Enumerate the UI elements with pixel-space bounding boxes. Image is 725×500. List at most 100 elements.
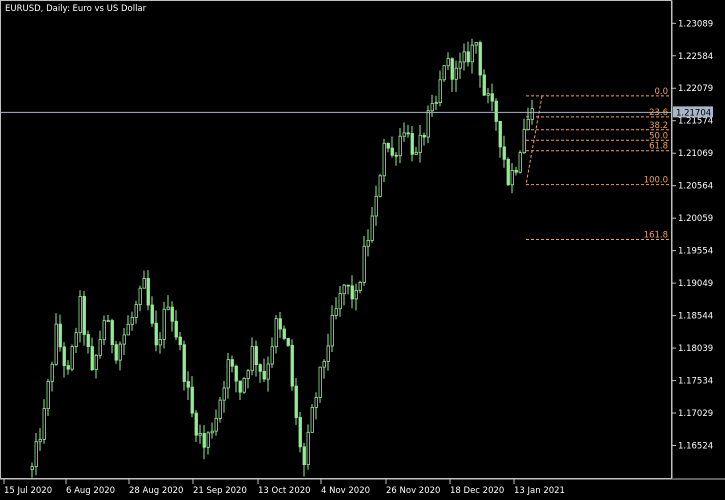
time-axis[interactable]: 15 Jul 2020 6 Aug 2020 28 Aug 2020 21 Sep 2… bbox=[3, 479, 565, 496]
y-tick-label: 1.18039 bbox=[678, 344, 713, 354]
candle-body bbox=[426, 110, 430, 138]
candle-body bbox=[438, 79, 442, 104]
y-tick-label: 1.17534 bbox=[678, 377, 713, 387]
candle-body bbox=[458, 61, 462, 69]
y-tick-label: 1.20059 bbox=[678, 214, 713, 224]
candle-body bbox=[370, 215, 374, 241]
candle-body bbox=[278, 318, 282, 330]
candle-body bbox=[374, 195, 378, 217]
candle-body bbox=[186, 381, 190, 388]
y-tick-label: 1.20564 bbox=[678, 182, 713, 192]
candle-body bbox=[430, 103, 434, 112]
candle-body bbox=[466, 51, 470, 63]
candle-body bbox=[470, 44, 474, 63]
x-tick-label: 28 Aug 2020 bbox=[129, 486, 183, 496]
candle-body bbox=[434, 102, 438, 105]
candle-body bbox=[178, 336, 182, 346]
candle-body bbox=[62, 346, 66, 366]
current-price-label: 1.21704 bbox=[673, 106, 713, 118]
candle-body bbox=[310, 407, 314, 433]
candle-body bbox=[346, 284, 350, 287]
candle-body bbox=[478, 42, 482, 76]
candle-body bbox=[294, 385, 298, 418]
candle-body bbox=[386, 142, 390, 149]
candle-body bbox=[366, 239, 370, 247]
candle-body bbox=[514, 169, 518, 173]
candle-body bbox=[418, 134, 422, 153]
price-axis[interactable]: 1.23089 1.22584 1.22079 1.21574 1.21069 1.205… bbox=[672, 19, 713, 452]
x-tick-label: 13 Jan 2021 bbox=[514, 486, 565, 496]
fibo-level-label: 161.8 bbox=[644, 231, 668, 241]
candle-body bbox=[90, 346, 94, 371]
candle-body bbox=[142, 278, 146, 289]
y-tick-label: 1.21574 bbox=[678, 117, 713, 127]
candle-body bbox=[210, 430, 214, 434]
candle-body bbox=[410, 133, 414, 155]
candle-body bbox=[378, 175, 382, 197]
candle-body bbox=[382, 142, 386, 177]
candle-body bbox=[190, 386, 194, 414]
candle-body bbox=[214, 417, 218, 432]
candle-body bbox=[34, 441, 38, 467]
candle-body bbox=[226, 359, 230, 389]
candle-body bbox=[102, 320, 106, 341]
candle-body bbox=[290, 344, 294, 387]
candle-body bbox=[50, 363, 54, 382]
svg-text:1.21704: 1.21704 bbox=[676, 108, 711, 118]
candle-body bbox=[494, 100, 498, 122]
candle-body bbox=[358, 281, 362, 291]
candle-body bbox=[258, 364, 262, 372]
candle-body bbox=[510, 169, 514, 186]
candle-body bbox=[70, 346, 74, 370]
candle-body bbox=[194, 412, 198, 436]
y-tick-label: 1.16524 bbox=[678, 442, 713, 452]
candle-body bbox=[46, 380, 50, 409]
y-tick-label: 1.22079 bbox=[678, 84, 713, 94]
candle-body bbox=[498, 120, 502, 148]
y-tick-label: 1.22584 bbox=[678, 52, 713, 62]
candle-body bbox=[282, 328, 286, 339]
candle-body bbox=[530, 108, 534, 120]
candle-body bbox=[298, 417, 302, 448]
y-tick-label: 1.21069 bbox=[678, 149, 713, 159]
candle-body bbox=[414, 151, 418, 155]
candle-body bbox=[118, 343, 122, 361]
x-tick-label: 6 Aug 2020 bbox=[66, 486, 115, 496]
candle-body bbox=[314, 397, 318, 408]
candle-body bbox=[230, 359, 234, 367]
candle-body bbox=[394, 154, 398, 157]
candle-body bbox=[82, 296, 86, 335]
candle-body bbox=[134, 304, 138, 318]
candle-body bbox=[342, 284, 346, 295]
fibo-level-label: 100.0 bbox=[644, 176, 668, 186]
candle-body bbox=[518, 152, 522, 173]
fibo-level-label: 50.0 bbox=[649, 131, 668, 141]
candle-body bbox=[402, 132, 406, 137]
candle-body bbox=[526, 118, 530, 131]
candle-body bbox=[354, 290, 358, 300]
candles bbox=[30, 38, 534, 478]
candle-body bbox=[222, 387, 226, 401]
candle-body bbox=[262, 370, 266, 380]
x-tick-label: 18 Dec 2020 bbox=[450, 486, 504, 496]
candle-body bbox=[266, 363, 270, 380]
candle-body bbox=[454, 67, 458, 80]
x-tick-label: 21 Sep 2020 bbox=[193, 486, 247, 496]
candle-body bbox=[302, 446, 306, 466]
candle-body bbox=[318, 366, 322, 398]
candle-body bbox=[442, 65, 446, 81]
candle-body bbox=[306, 431, 310, 466]
candle-body bbox=[322, 361, 326, 368]
candle-body bbox=[206, 432, 210, 448]
candle-body bbox=[158, 339, 162, 346]
x-tick-label: 13 Oct 2020 bbox=[258, 486, 311, 496]
candle-body bbox=[30, 466, 34, 470]
candle-body bbox=[146, 278, 150, 306]
x-tick-label: 26 Nov 2020 bbox=[386, 486, 440, 496]
candle-body bbox=[254, 346, 258, 365]
candle-body bbox=[450, 58, 454, 80]
candle-body bbox=[390, 147, 394, 156]
candle-body bbox=[218, 399, 222, 419]
